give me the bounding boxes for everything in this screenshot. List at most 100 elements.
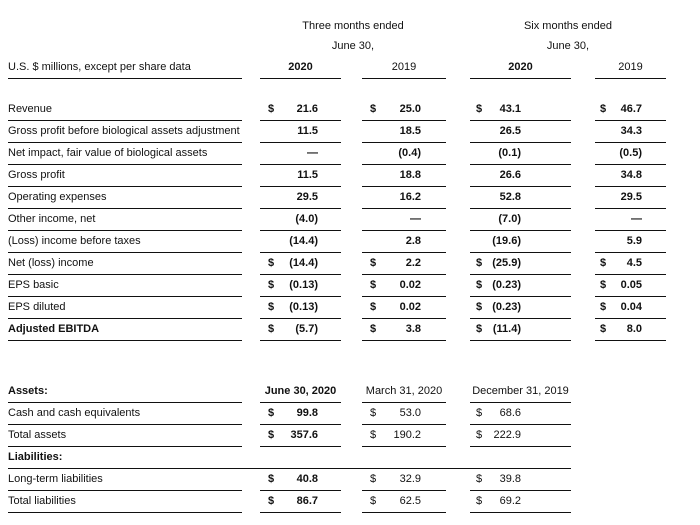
table-row: Net impact, fair value of biological ass…	[0, 143, 700, 165]
value-cell: $0.04	[595, 297, 666, 319]
table-row: Adjusted EBITDA $ (5.7) $3.8 $ (11.4) $8.0	[0, 319, 700, 341]
value-cell: $0.05	[595, 275, 666, 297]
value-cell: $0.02	[362, 275, 446, 297]
row-label: Revenue	[8, 99, 242, 121]
column-header: 2019	[362, 57, 446, 79]
currency-symbol: $	[600, 257, 607, 269]
value: (0.1)	[498, 147, 521, 159]
value-cell: $ (0.23)	[470, 297, 571, 319]
value: (11.4)	[492, 323, 521, 335]
table-row: EPS diluted $ (0.13) $0.02 $ (0.23) $0.04	[0, 297, 700, 319]
value: (14.4)	[289, 257, 318, 269]
currency-symbol: $	[268, 495, 275, 507]
value: 222.9	[493, 429, 521, 441]
value: 2.8	[405, 235, 421, 247]
value: (5.7)	[295, 323, 318, 335]
table-row: Revenue $21.6 $25.0 $43.1 $46.7	[0, 99, 700, 121]
value: 4.5	[626, 257, 642, 269]
value-cell: (7.0)	[470, 209, 571, 231]
value-cell: $68.6	[470, 403, 571, 425]
value: 0.04	[620, 301, 642, 313]
group-subheader: June 30,	[546, 40, 590, 52]
value: 18.8	[399, 169, 421, 181]
row-label: Operating expenses	[8, 187, 242, 209]
value: 39.8	[499, 473, 521, 485]
value: 25.0	[399, 103, 421, 115]
value: (4.0)	[295, 213, 318, 225]
table-row: Cash and cash equivalents $99.8 $53.0 $68.6	[0, 403, 700, 425]
value-cell: 11.5	[260, 165, 341, 187]
currency-symbol: $	[370, 407, 377, 419]
currency-symbol: $	[268, 323, 275, 335]
table-row: Operating expenses 29.5 16.2 52.8 29.5	[0, 187, 700, 209]
section-label: Assets:	[8, 381, 242, 403]
currency-symbol: $	[370, 473, 377, 485]
currency-symbol: $	[370, 495, 377, 507]
value-cell: $0.02	[362, 297, 446, 319]
value: 0.05	[620, 279, 642, 291]
value: 86.7	[296, 495, 318, 507]
row-label: Net (loss) income	[8, 253, 242, 275]
value-cell: 29.5	[595, 187, 666, 209]
value-cell: 2.8	[362, 231, 446, 253]
table-row: Gross profit before biological assets ad…	[0, 121, 700, 143]
value: 34.3	[620, 125, 642, 137]
row-label: Net impact, fair value of biological ass…	[8, 143, 242, 165]
value-cell: $86.7	[260, 491, 341, 513]
group-subheader: June 30,	[331, 40, 375, 52]
value-cell: $190.2	[362, 425, 446, 447]
value-cell: $40.8	[260, 469, 341, 491]
value-cell: $4.5	[595, 253, 666, 275]
value-cell: (19.6)	[470, 231, 571, 253]
currency-symbol: $	[268, 429, 275, 441]
value: 34.8	[620, 169, 642, 181]
row-label: EPS basic	[8, 275, 242, 297]
value: 357.6	[290, 429, 318, 441]
value-cell: $222.9	[470, 425, 571, 447]
value: 11.5	[297, 169, 318, 181]
value: 52.8	[499, 191, 521, 203]
value-cell: $ (11.4)	[470, 319, 571, 341]
value-cell: $21.6	[260, 99, 341, 121]
currency-symbol: $	[268, 473, 275, 485]
table-row: Gross profit 11.5 18.8 26.6 34.8	[0, 165, 700, 187]
table-row: Total assets $357.6 $190.2 $222.9	[0, 425, 700, 447]
value: 26.5	[499, 125, 521, 137]
currency-symbol: $	[476, 103, 483, 115]
value: 11.5	[297, 125, 318, 137]
value-cell: $ (14.4)	[260, 253, 341, 275]
currency-symbol: $	[476, 279, 483, 291]
currency-symbol: $	[370, 323, 377, 335]
row-label: Total liabilities	[8, 491, 242, 513]
currency-symbol: $	[476, 429, 483, 441]
value: 190.2	[393, 429, 421, 441]
column-header: 2019	[595, 57, 666, 79]
value: 46.7	[620, 103, 642, 115]
value: 69.2	[499, 495, 521, 507]
value: 8.0	[626, 323, 642, 335]
row-label: Adjusted EBITDA	[8, 319, 242, 341]
currency-symbol: $	[370, 257, 377, 269]
row-label: Long-term liabilities	[8, 469, 242, 491]
value: 43.1	[499, 103, 521, 115]
value-cell: $ (0.23)	[470, 275, 571, 297]
currency-symbol: $	[268, 257, 275, 269]
value-cell: $357.6	[260, 425, 341, 447]
value-cell: —	[362, 209, 446, 231]
column-header: December 31, 2019	[470, 381, 571, 403]
value-cell: $8.0	[595, 319, 666, 341]
value-cell: 29.5	[260, 187, 341, 209]
currency-symbol: $	[600, 323, 607, 335]
currency-symbol: $	[476, 495, 483, 507]
value: 68.6	[499, 407, 521, 419]
value-cell: $3.8	[362, 319, 446, 341]
row-label: (Loss) income before taxes	[8, 231, 242, 253]
header-row: Assets: June 30, 2020 March 31, 2020 Decemb…	[0, 381, 700, 403]
value-cell: $32.9	[362, 469, 446, 491]
value-cell: 34.8	[595, 165, 666, 187]
currency-symbol: $	[268, 301, 275, 313]
value: 18.5	[399, 125, 421, 137]
column-header: June 30, 2020	[260, 381, 341, 403]
value: 2.2	[405, 257, 421, 269]
currency-symbol: $	[268, 407, 275, 419]
